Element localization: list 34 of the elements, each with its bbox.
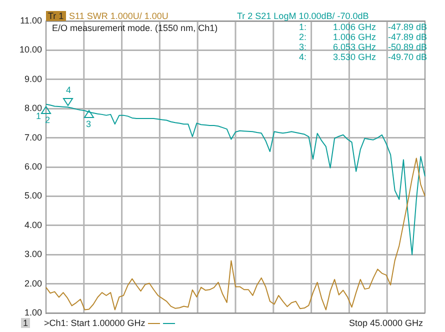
annotation: E/O measurement mode. (1550 nm, Ch1) — [52, 23, 218, 33]
y-tick-label: 1.00 — [24, 307, 42, 318]
y-tick-label: 3.00 — [24, 249, 42, 260]
annotation: 3: — [299, 42, 307, 52]
annotation: 4: — [299, 52, 307, 62]
annotation: 2 — [45, 115, 50, 125]
text: 1 — [36, 111, 42, 121]
annotation: 1: — [299, 22, 307, 32]
annotation: -47.89 dB — [388, 32, 428, 42]
annotation: -50.89 dB — [388, 42, 428, 52]
text: Stop 45.0000 GHz — [348, 318, 423, 328]
y-tick-label: 6.00 — [24, 161, 42, 172]
y-tick-label: 2.00 — [24, 278, 42, 288]
annotation: 1.006 GHz — [333, 22, 376, 32]
annotation: 3.530 GHz — [333, 52, 376, 62]
annotation: -47.89 dB — [388, 22, 428, 32]
y-tick-label: 7.00 — [24, 132, 42, 142]
y-tick-label: 11.00 — [20, 15, 42, 26]
annotation: 4 — [66, 85, 72, 95]
text: Tr 1 — [46, 11, 66, 21]
y-tick-label: 10.00 — [19, 44, 42, 55]
y-tick-label: 8.00 — [24, 103, 42, 114]
y-tick-label: 9.00 — [24, 74, 42, 84]
y-tick-label: 4.00 — [24, 220, 42, 230]
annotation: 2: — [299, 32, 307, 42]
y-tick-label: 5.00 — [24, 190, 42, 201]
annotation: -49.70 dB — [388, 52, 428, 62]
text: Tr 2 S21 LogM 10.00dB/ -70.0dB — [237, 11, 369, 21]
annotation: 1.006 GHz — [333, 32, 376, 42]
text: >Ch1: Start 1.00000 GHz — [44, 318, 146, 328]
annotation: 6.053 GHz — [333, 42, 376, 52]
text: S11 SWR 1.000U/ 1.00U — [69, 11, 168, 21]
annotation: 3 — [86, 119, 92, 129]
text: 1 — [21, 318, 30, 328]
